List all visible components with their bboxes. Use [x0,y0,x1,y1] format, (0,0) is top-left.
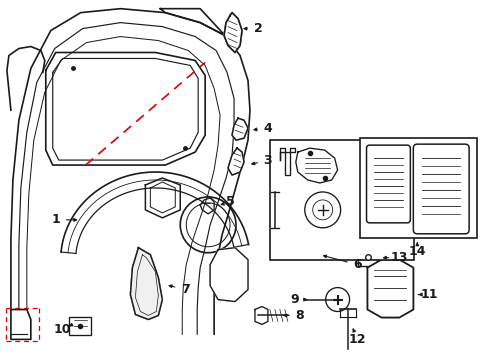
Polygon shape [130,248,162,319]
Text: 12: 12 [348,333,366,346]
Text: 7: 7 [181,283,189,296]
Bar [68,318,90,336]
Text: 9: 9 [290,293,299,306]
Text: 1: 1 [51,213,60,226]
Text: 3: 3 [263,154,272,167]
Polygon shape [210,248,247,302]
Text: 11: 11 [420,288,437,301]
Polygon shape [227,148,244,175]
Text: 10: 10 [54,323,71,336]
Bar [359,138,476,238]
Bar [357,248,377,266]
Text: 14: 14 [408,245,425,258]
Text: 8: 8 [295,309,304,322]
Text: 2: 2 [253,22,262,35]
Polygon shape [367,260,412,318]
Text: 6: 6 [352,258,361,271]
Bar [269,140,413,260]
Text: 13: 13 [390,251,407,264]
Text: 5: 5 [225,195,234,208]
Polygon shape [224,13,242,53]
Text: 4: 4 [263,122,272,135]
Polygon shape [232,118,247,140]
